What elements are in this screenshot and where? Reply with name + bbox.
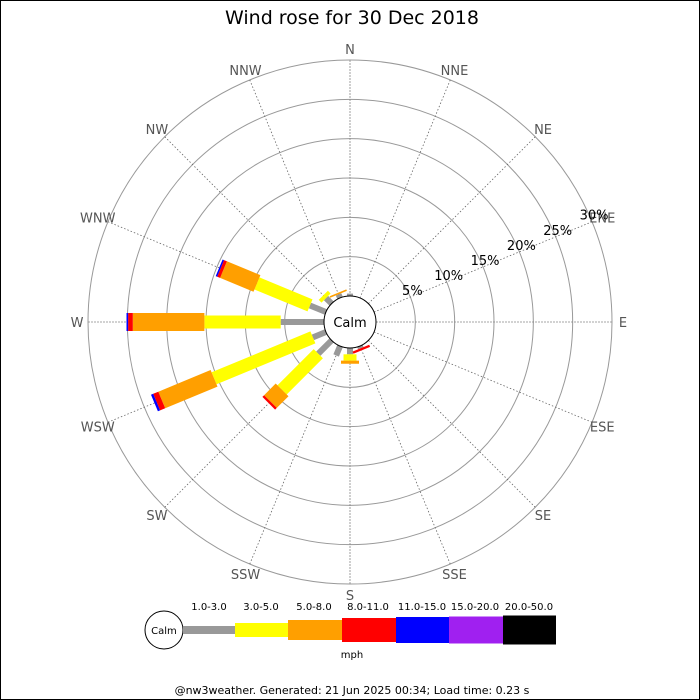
legend-swatch-2 xyxy=(235,623,288,637)
legend-swatch-3 xyxy=(288,620,342,640)
dir-label-ne: NE xyxy=(534,123,552,138)
legend-unit: mph xyxy=(341,650,363,661)
dir-label-sse: SSE xyxy=(442,568,467,583)
dir-label-sw: SW xyxy=(146,509,167,524)
bar-nnw-bin-3 xyxy=(329,289,347,298)
spoke-ssw xyxy=(249,345,341,565)
calm-circle xyxy=(323,295,377,349)
spoke-ene xyxy=(373,221,593,313)
bar-w-bin-2 xyxy=(204,315,281,329)
dir-label-w: W xyxy=(71,316,84,331)
tick-label-30: 30% xyxy=(580,209,609,224)
legend-label-5: 11.0-15.0 xyxy=(398,602,446,613)
dir-label-ssw: SSW xyxy=(231,568,261,583)
calm-center: Calm xyxy=(323,295,377,349)
tick-label-25: 25% xyxy=(543,224,572,239)
legend-swatch-1 xyxy=(183,626,235,634)
bar-wnw-bin-3 xyxy=(220,261,261,292)
spoke-nw xyxy=(164,136,332,304)
bar-wsw-bin-3 xyxy=(158,370,218,409)
bar-sw-bin-4 xyxy=(262,395,277,410)
bar-wnw-bin-2 xyxy=(254,277,313,312)
legend-label-6: 15.0-20.0 xyxy=(451,602,499,613)
bar-s-bin-3 xyxy=(341,360,359,364)
chart-title: Wind rose for 30 Dec 2018 xyxy=(225,7,479,29)
legend-swatch-4 xyxy=(342,618,396,642)
bar-w-bin-1 xyxy=(280,319,324,325)
spoke-se xyxy=(368,340,536,508)
direction-labels: N NNE NE ENE E ESE SE SSE S SSW SW WSW W WNW NW NNW xyxy=(71,43,628,604)
legend-label-2: 3.0-5.0 xyxy=(243,602,278,613)
calm-label: Calm xyxy=(333,316,366,331)
legend-swatch-6 xyxy=(449,616,503,644)
bar-w-bin-4 xyxy=(128,313,133,331)
tick-label-15: 15% xyxy=(471,254,500,269)
bar-wsw-bin-2 xyxy=(211,331,316,385)
tick-label-5: 5% xyxy=(402,284,423,299)
bar-sse-bin-4 xyxy=(352,344,371,354)
tick-label-20: 20% xyxy=(507,239,536,254)
dir-label-nnw: NNW xyxy=(229,64,261,79)
legend-calm-label: Calm xyxy=(151,626,177,637)
spoke-ne xyxy=(368,136,536,304)
bar-s-bin-2 xyxy=(343,354,357,361)
bar-n-bin-1 xyxy=(347,293,353,296)
dir-label-s: S xyxy=(346,589,354,604)
tick-label-10: 10% xyxy=(434,269,463,284)
bar-s-bin-1 xyxy=(347,348,353,355)
dir-label-e: E xyxy=(619,316,627,331)
legend-label-1: 1.0-3.0 xyxy=(191,602,226,613)
legend-label-7: 20.0-50.0 xyxy=(505,602,553,613)
bar-sw-bin-3 xyxy=(264,383,289,408)
bar-sse-bin-1 xyxy=(357,344,364,350)
spoke-sse xyxy=(359,345,451,565)
bar-wsw-bin-5 xyxy=(151,393,161,412)
dir-label-nne: NNE xyxy=(441,64,469,79)
bar-nw-bin-1 xyxy=(323,295,334,306)
spoke-ese xyxy=(373,331,593,423)
legend-swatch-5 xyxy=(396,617,449,643)
dir-label-n: N xyxy=(345,43,355,58)
legend-swatch-7 xyxy=(503,615,556,645)
bar-wnw-bin-5 xyxy=(215,259,224,277)
bar-sw-bin-1 xyxy=(316,338,334,356)
dir-label-ene: ENE xyxy=(589,212,615,227)
radial-tick-labels: 5% 10% 15% 20% 25% 30% xyxy=(402,209,608,299)
bar-nw-bin-2 xyxy=(318,290,331,303)
wind-bars xyxy=(126,259,371,412)
dir-label-wsw: WSW xyxy=(81,420,115,435)
bar-w-bin-3 xyxy=(132,313,205,331)
bar-wnw-bin-4 xyxy=(217,260,227,278)
legend-label-4: 8.0-11.0 xyxy=(347,602,389,613)
speed-legend: Calm 1.0-3.0 3.0-5.0 5.0-8.0 8.0-11.0 11.0-15… xyxy=(144,602,556,661)
bar-wsw-bin-1 xyxy=(311,329,328,341)
dir-label-ese: ESE xyxy=(590,420,615,435)
bar-sw-bin-2 xyxy=(277,349,323,395)
direction-spokes xyxy=(88,60,612,584)
dir-label-wnw: WNW xyxy=(80,212,116,227)
bar-wnw-bin-1 xyxy=(308,302,328,315)
dir-label-nw: NW xyxy=(146,123,169,138)
spoke-nne xyxy=(359,79,451,299)
dir-label-se: SE xyxy=(535,509,551,524)
bar-wsw-bin-4 xyxy=(153,391,166,411)
bar-ssw-bin-1 xyxy=(333,344,343,357)
bar-w-bin-5 xyxy=(126,313,129,331)
legend-label-3: 5.0-8.0 xyxy=(296,602,331,613)
spoke-nnw xyxy=(249,79,341,299)
bar-nnw-bin-1 xyxy=(335,293,343,300)
footer-text: @nw3weather. Generated: 21 Jun 2025 00:3… xyxy=(175,684,530,697)
